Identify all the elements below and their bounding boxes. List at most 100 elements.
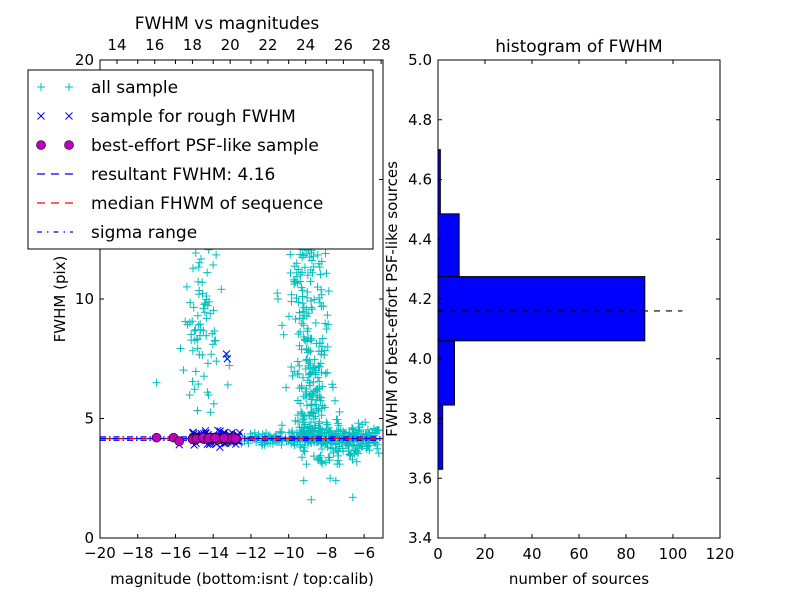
top-x-tick-label: 20 (221, 36, 240, 54)
all-sample-point (290, 277, 299, 286)
all-sample-point (302, 394, 311, 403)
all-sample-point (372, 429, 381, 438)
all-sample-point (212, 357, 221, 366)
all-sample-point (345, 450, 354, 459)
rough-sample-point (223, 354, 232, 363)
all-sample-point (287, 297, 296, 306)
all-sample-point (193, 311, 202, 320)
x-tick-label: −14 (197, 544, 229, 562)
all-sample-point (312, 385, 321, 394)
all-sample-point (309, 252, 318, 261)
all-sample-point (315, 377, 324, 386)
all-sample-point (286, 250, 295, 259)
all-sample-point (293, 357, 302, 366)
all-sample-point (334, 419, 343, 428)
best-effort-point (230, 433, 241, 444)
top-x-tick-label: 28 (372, 36, 391, 54)
y-tick-label: 3.6 (408, 469, 432, 487)
all-sample-point (294, 265, 303, 274)
all-sample-point (333, 415, 342, 424)
all-sample-point (328, 380, 337, 389)
all-sample-point (348, 423, 357, 432)
all-sample-point (373, 444, 382, 453)
all-sample-point (318, 459, 327, 468)
top-x-tick-label: 24 (296, 36, 315, 54)
all-sample-point (250, 433, 259, 442)
x-tick-label: 0 (433, 545, 443, 563)
all-sample-point (195, 258, 204, 267)
scatter-legend: all sample sample for rough FWHM best-effo… (27, 69, 374, 250)
scatter-y-axis-label: FWHM (pix) (51, 256, 69, 343)
all-sample-point (310, 363, 319, 372)
all-sample-point (323, 368, 332, 377)
x-tick-label: −10 (273, 544, 305, 562)
all-sample-point (348, 493, 357, 502)
all-sample-point (334, 447, 343, 456)
all-sample-point (331, 431, 340, 440)
all-sample-point (311, 400, 320, 409)
all-sample-point (307, 439, 316, 448)
all-sample-point (355, 423, 364, 432)
all-sample-point (287, 290, 296, 299)
all-sample-point (291, 315, 300, 324)
legend-label: median FHWM of sequence (91, 194, 323, 214)
all-sample-point (331, 396, 340, 405)
all-sample-point (308, 391, 317, 400)
all-sample-point (209, 306, 218, 315)
all-sample-point (300, 447, 309, 456)
all-sample-point (282, 383, 291, 392)
all-sample-point (301, 365, 310, 374)
rough-sample-point (213, 426, 222, 435)
histogram-ticks: 0 20 40 60 80 100 120 3.4 3.6 3.8 4.0 4.2 4.4 4.6 4.8 5… (408, 51, 734, 563)
all-sample-point (365, 446, 374, 455)
legend-label: sample for rough FWHM (91, 107, 296, 127)
all-sample-point (335, 460, 344, 469)
all-sample-point (189, 303, 198, 312)
histogram-bar (437, 404, 444, 470)
all-sample-point (190, 385, 199, 394)
all-sample-point (199, 326, 208, 335)
y-tick-label: 5 (84, 410, 94, 428)
all-sample-point (302, 401, 311, 410)
all-sample-point (320, 346, 329, 355)
all-sample-point (306, 277, 315, 286)
all-sample-point (200, 308, 209, 317)
all-sample-point (331, 476, 340, 485)
all-sample-point (257, 438, 266, 447)
all-sample-point (311, 386, 320, 395)
histogram-y-axis-label: FWHM of best-effort PSF-like sources (383, 161, 401, 437)
all-sample-point (312, 404, 321, 413)
y-tick-label: 3.4 (408, 529, 432, 547)
all-sample-point (291, 416, 300, 425)
all-sample-point (292, 259, 301, 268)
all-sample-point (329, 449, 338, 458)
all-sample-point (296, 327, 305, 336)
all-sample-point (309, 262, 318, 271)
all-sample-point (313, 250, 322, 259)
all-sample-point (321, 439, 330, 448)
all-sample-point (322, 269, 331, 278)
all-sample-point (297, 319, 306, 328)
all-sample-point (293, 369, 302, 378)
all-sample-point (300, 411, 309, 420)
all-sample-point (324, 287, 333, 296)
all-sample-point (303, 271, 312, 280)
all-sample-point (310, 295, 319, 304)
all-sample-point (321, 249, 330, 258)
x-tick-label: 120 (706, 545, 735, 563)
scatter-x-axis-label: magnitude (bottom:isnt / top:calib) (110, 570, 374, 588)
all-sample-point (191, 367, 200, 376)
all-sample-point (322, 325, 331, 334)
legend-entry: median FHWM of sequence (37, 194, 323, 214)
all-sample-point (211, 336, 220, 345)
y-tick-label: 10 (75, 290, 94, 308)
scatter-title: FWHM vs magnitudes (135, 14, 320, 34)
all-sample-point (305, 253, 314, 262)
all-sample-point (321, 319, 330, 328)
x-tick-label: 40 (522, 545, 541, 563)
all-sample-point (199, 372, 208, 381)
all-sample-point (317, 393, 326, 402)
best-effort-points (151, 432, 241, 447)
all-sample-point (321, 369, 330, 378)
